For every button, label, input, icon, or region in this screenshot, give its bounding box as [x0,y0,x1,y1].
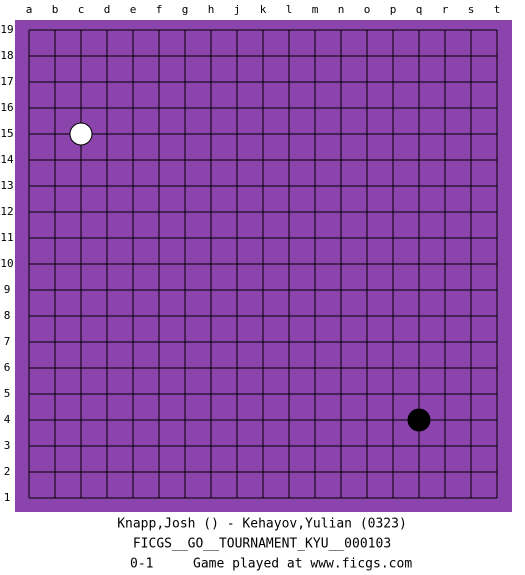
row-label: 1 [4,491,11,504]
row-label: 18 [0,49,13,62]
column-label: f [156,3,163,16]
row-label: 4 [4,413,11,426]
row-label: 6 [4,361,11,374]
row-label: 19 [0,23,13,36]
row-label: 7 [4,335,11,348]
row-label: 8 [4,309,11,322]
column-label: b [52,3,59,16]
result: 0-1 [130,557,153,572]
row-label: 9 [4,283,11,296]
row-label: 15 [0,127,13,140]
column-label: r [442,3,449,16]
column-label: d [104,3,111,16]
column-label: g [182,3,189,16]
column-label: k [260,3,267,16]
white-stone [69,122,93,146]
row-label: 2 [4,465,11,478]
column-label: q [416,3,423,16]
column-label: n [338,3,345,16]
row-label: 17 [0,75,13,88]
column-label: o [364,3,371,16]
event: FICGS__GO__TOURNAMENT_KYU__000103 [133,537,391,552]
row-label: 11 [0,231,13,244]
row-label: 3 [4,439,11,452]
row-label: 12 [0,205,13,218]
column-label: m [312,3,319,16]
site: Game played at www.ficgs.com [193,557,412,572]
column-label: s [468,3,475,16]
black-stone [407,408,431,432]
column-label: c [78,3,85,16]
row-label: 13 [0,179,13,192]
column-label: e [130,3,137,16]
column-label: h [208,3,215,16]
column-label: p [390,3,397,16]
row-label: 5 [4,387,11,400]
column-label: l [286,3,293,16]
row-label: 16 [0,101,13,114]
column-label: a [26,3,33,16]
row-label: 14 [0,153,14,166]
column-label: j [234,3,241,16]
players: Knapp,Josh () - Kehayov,Yulian (0323) [117,517,407,532]
column-label: t [494,3,501,16]
row-label: 10 [0,257,13,270]
